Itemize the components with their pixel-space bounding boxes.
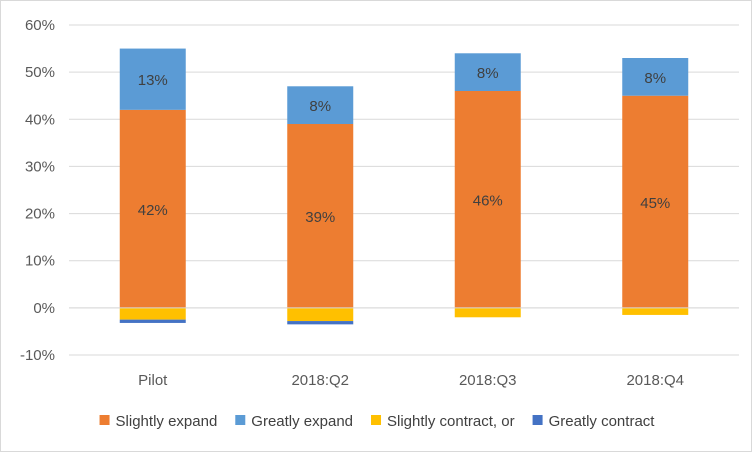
y-tick-label: 0% bbox=[33, 300, 55, 317]
legend-swatch bbox=[532, 415, 543, 425]
y-tick-label: -10% bbox=[20, 347, 55, 364]
legend-label: Slightly expand bbox=[116, 413, 218, 430]
y-tick-label: 20% bbox=[25, 206, 55, 223]
x-tick-label: 2018:Q4 bbox=[626, 372, 684, 389]
bar-segment bbox=[119, 109, 186, 308]
legend-swatch bbox=[235, 415, 246, 425]
bar-segment bbox=[287, 321, 354, 325]
data-label: 8% bbox=[477, 65, 499, 82]
x-tick-label: Pilot bbox=[138, 372, 168, 389]
y-tick-label: 40% bbox=[25, 111, 55, 128]
legend-label: Slightly contract, or bbox=[387, 413, 515, 430]
bars bbox=[119, 48, 689, 325]
bar-segment bbox=[287, 124, 354, 308]
data-label: 46% bbox=[473, 192, 503, 209]
bar-segment bbox=[454, 53, 521, 91]
bar-segment bbox=[454, 307, 521, 318]
bar-segment bbox=[622, 95, 689, 308]
bar-segment bbox=[454, 91, 521, 308]
bar-segment bbox=[622, 307, 689, 315]
data-label: 39% bbox=[305, 209, 335, 226]
legend-swatch bbox=[99, 415, 110, 425]
legend-label: Greatly expand bbox=[251, 413, 353, 430]
data-labels: 42% 13% 39% 8% 46% 8% 45% 8% bbox=[138, 65, 671, 226]
x-tick-label: 2018:Q3 bbox=[459, 372, 517, 389]
bar-segment bbox=[119, 48, 186, 110]
bar-segment bbox=[622, 58, 689, 96]
bar-segment bbox=[287, 86, 354, 124]
data-label: 8% bbox=[644, 70, 666, 87]
bar-segment bbox=[119, 319, 186, 323]
legend: Slightly expand Greatly expand Slightly co… bbox=[99, 413, 656, 430]
data-label: 13% bbox=[138, 72, 168, 89]
data-label: 42% bbox=[138, 202, 168, 219]
legend-swatch bbox=[371, 415, 382, 425]
x-tick-label: 2018:Q2 bbox=[291, 372, 349, 389]
legend-label: Greatly contract bbox=[549, 413, 656, 430]
y-tick-label: 60% bbox=[25, 17, 55, 34]
data-label: 8% bbox=[309, 98, 331, 115]
y-tick-label: 50% bbox=[25, 64, 55, 81]
data-label: 45% bbox=[640, 195, 670, 212]
bar-segment bbox=[119, 307, 186, 320]
axes: -10% 0% 10% 20% 30% 40% 50% 60% Pilot 2018:Q2 2018… bbox=[20, 17, 739, 389]
y-tick-label: 10% bbox=[25, 253, 55, 270]
bar-segment bbox=[287, 307, 354, 322]
y-tick-label: 30% bbox=[25, 158, 55, 175]
